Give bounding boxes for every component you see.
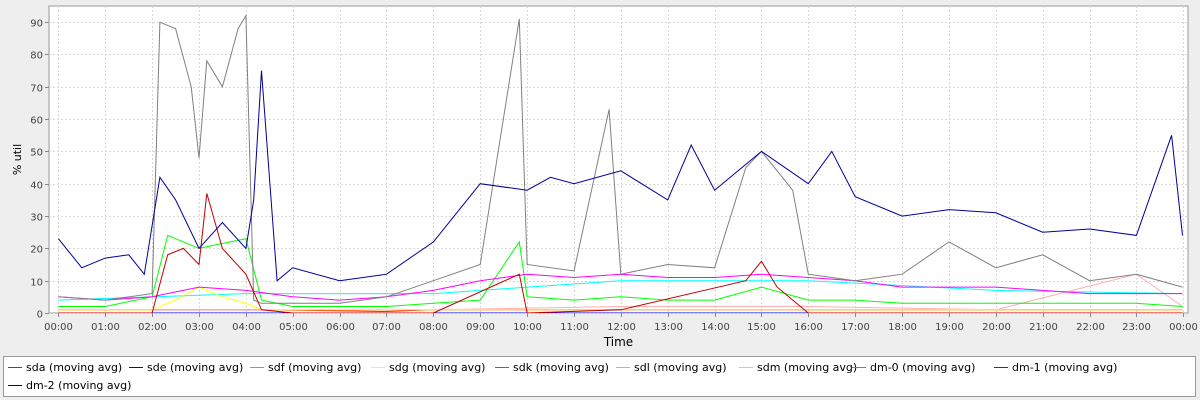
x-tick-label: 14:00 [701, 322, 730, 333]
x-tick-label: 07:00 [372, 322, 401, 333]
y-axis-label: % util [11, 144, 24, 175]
x-tick-label: 10:00 [513, 322, 542, 333]
x-tick-label: 01:00 [91, 322, 120, 333]
legend-swatch [616, 366, 630, 368]
y-tick-label: 50 [30, 148, 43, 159]
legend-item-sde: sde (moving avg) [129, 361, 243, 375]
legend-label: sdm (moving avg) [757, 361, 858, 374]
legend-label: dm-2 (moving avg) [26, 379, 132, 392]
y-tick-label: 30 [30, 213, 43, 224]
line-chart: 0 10 20 30 40 50 60 70 80 90 00:00 01:00 02:00 03:00 0… [11, 5, 1198, 349]
series-line-dm-2 [58, 70, 1183, 282]
legend-item-dm-1: dm-1 (moving avg) [994, 361, 1117, 375]
legend-item-sdl: sdl (moving avg) [616, 361, 727, 375]
legend-label: dm-0 (moving avg) [870, 361, 976, 374]
legend-swatch [8, 384, 22, 386]
legend-label: sdg (moving avg) [389, 361, 486, 374]
legend-swatch [994, 366, 1008, 368]
x-tick-label: 12:00 [607, 322, 636, 333]
x-tick-label: 23:00 [1122, 322, 1151, 333]
x-tick-label: 04:00 [232, 322, 261, 333]
x-tick-label: 21:00 [1029, 322, 1058, 333]
y-tick-label: 40 [30, 181, 43, 192]
legend-label: sdl (moving avg) [634, 361, 727, 374]
series-line-dm-1 [58, 193, 1183, 313]
x-tick-label: 02:00 [138, 322, 167, 333]
x-tick-label: 18:00 [888, 322, 917, 333]
legend-swatch [739, 366, 753, 368]
x-tick-label: 20:00 [982, 322, 1011, 333]
legend-label: sde (moving avg) [147, 361, 244, 374]
x-tick-label: 09:00 [466, 322, 495, 333]
legend-label: sda (moving avg) [26, 361, 123, 374]
legend-swatch [495, 366, 509, 368]
x-tick-label: 05:00 [279, 322, 308, 333]
series-line-sdf [58, 234, 1183, 307]
legend-swatch [852, 366, 866, 368]
x-tick-label: 06:00 [326, 322, 355, 333]
y-tick-label: 60 [30, 116, 43, 127]
legend-label: sdf (moving avg) [268, 361, 362, 374]
legend-item-sda: sda (moving avg) [8, 361, 122, 375]
y-tick-label: 10 [30, 278, 43, 289]
x-tick-label: 08:00 [419, 322, 448, 333]
legend-item-dm-0: dm-0 (moving avg) [852, 361, 975, 375]
y-tick-label: 20 [30, 245, 43, 256]
chart-legend: sda (moving avg) sde (moving avg) sdf (mov… [3, 356, 1196, 397]
legend-item-sdf: sdf (moving avg) [250, 361, 361, 375]
x-axis-label: Time [603, 335, 633, 349]
plot-area [48, 5, 1189, 314]
legend-swatch [129, 366, 143, 368]
x-tick-label: 13:00 [654, 322, 683, 333]
x-tick-label: 16:00 [794, 322, 823, 333]
y-tick-label: 70 [30, 84, 43, 95]
x-tick-label: 03:00 [185, 322, 214, 333]
y-tick-label: 80 [30, 51, 43, 62]
legend-item-sdm: sdm (moving avg) [739, 361, 857, 375]
series-line-sdl [58, 280, 1183, 301]
x-tick-label: 19:00 [935, 322, 964, 333]
legend-swatch [371, 366, 385, 368]
legend-label: sdk (moving avg) [513, 361, 609, 374]
legend-item-sdg: sdg (moving avg) [371, 361, 485, 375]
legend-swatch [250, 366, 264, 368]
legend-label: dm-1 (moving avg) [1012, 361, 1118, 374]
y-tick-label: 0 [37, 310, 43, 321]
x-tick-label: 17:00 [841, 322, 870, 333]
x-tick-label: 00:00 [1169, 322, 1198, 333]
x-tick-label: 00:00 [44, 322, 73, 333]
x-tick-label: 22:00 [1076, 322, 1105, 333]
legend-item-dm-2: dm-2 (moving avg) [8, 379, 131, 393]
y-tick-label: 90 [30, 19, 43, 30]
legend-swatch [8, 366, 22, 368]
x-tick-label: 15:00 [747, 322, 776, 333]
x-tick-label: 11:00 [560, 322, 589, 333]
series-line-dm-0 [58, 13, 1183, 304]
legend-item-sdk: sdk (moving avg) [495, 361, 609, 375]
